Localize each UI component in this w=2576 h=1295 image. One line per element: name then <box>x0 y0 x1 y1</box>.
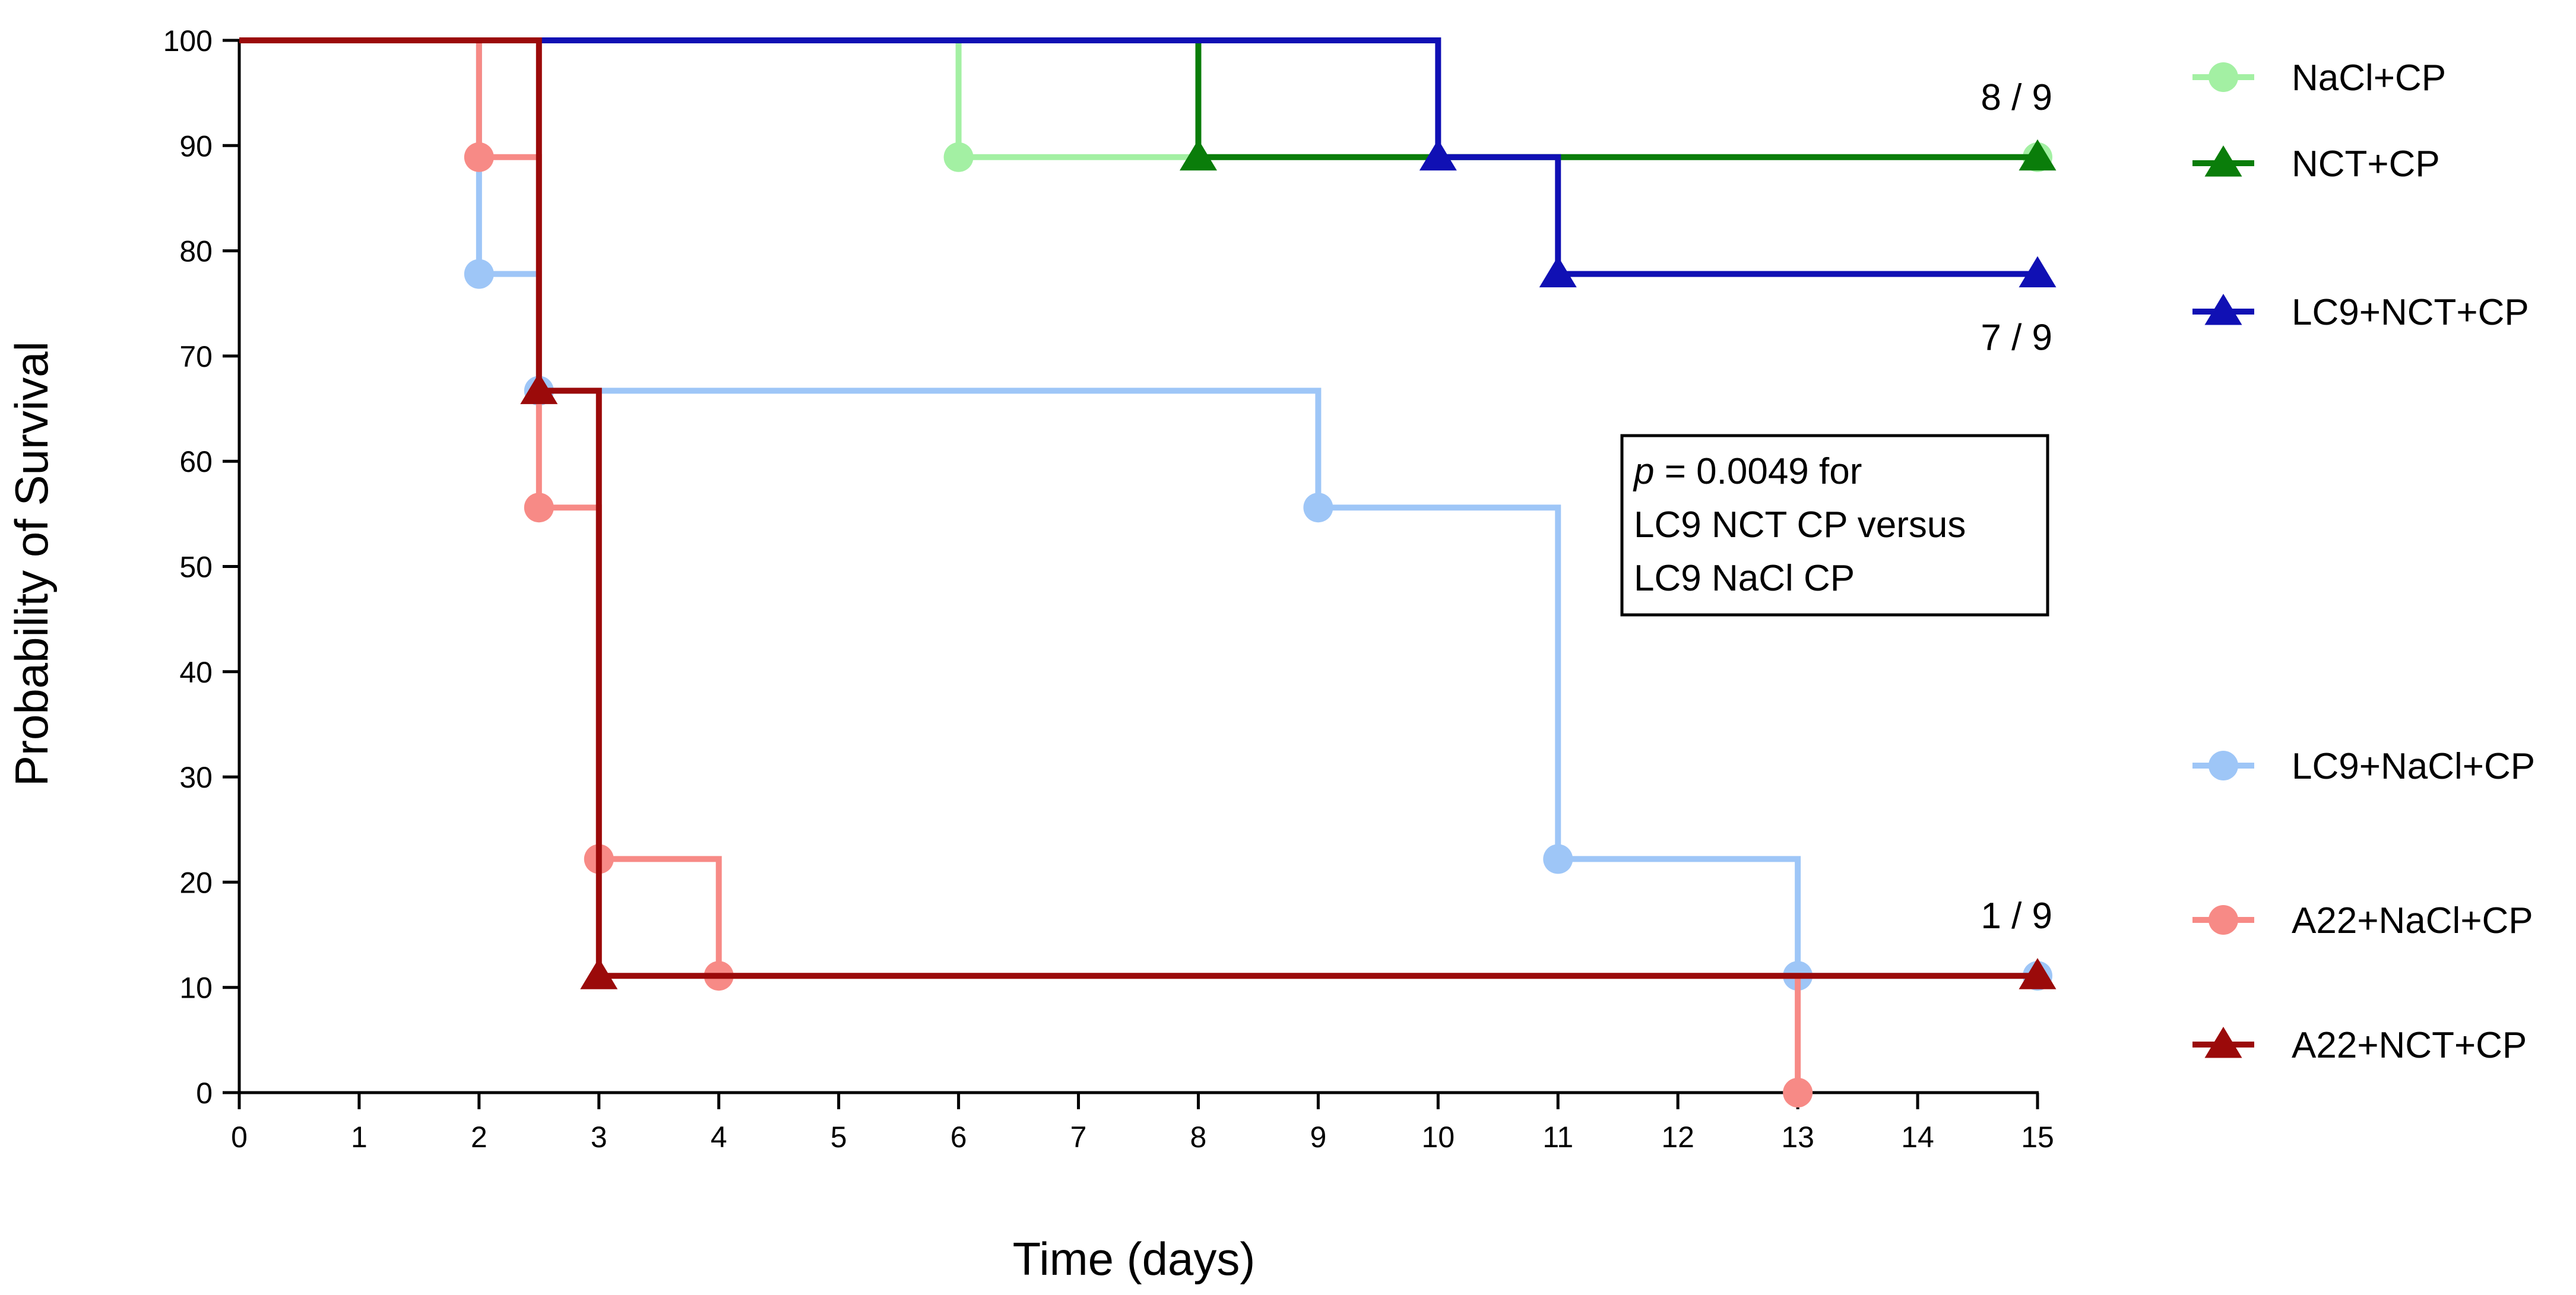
y-tick-label: 50 <box>179 551 213 584</box>
censor-marker <box>464 259 494 289</box>
legend-item-nct-cp: NCT+CP <box>2192 144 2440 185</box>
x-tick-label: 12 <box>1661 1121 1694 1154</box>
p-value-text: = 0.0049 for <box>1654 451 1862 492</box>
y-tick-label: 30 <box>179 761 213 794</box>
survival-step-line <box>239 37 2038 979</box>
y-tick-label: 70 <box>179 340 213 373</box>
legend: NaCl+CP NCT+CP LC9+NCT+CP LC9+NaCl+CP A22+Na… <box>2192 58 2535 1066</box>
y-axis-title: Probability of Survival <box>5 341 58 786</box>
legend-item-a22-nacl-cp: A22+NaCl+CP <box>2192 900 2533 941</box>
censor-marker <box>2019 256 2057 288</box>
legend-label: NaCl+CP <box>2292 58 2446 99</box>
x-tick-label: 5 <box>831 1121 847 1154</box>
series-nacl-cp <box>239 37 2052 172</box>
series-layer <box>239 37 2057 1107</box>
legend-label: NCT+CP <box>2292 144 2440 185</box>
x-tick-label: 11 <box>1542 1121 1573 1154</box>
annotation-line-1: p = 0.0049 for <box>1633 451 1862 492</box>
x-tick-label: 1 <box>351 1121 367 1154</box>
y-tick-label: 20 <box>179 866 213 899</box>
survival-step-line <box>239 37 2038 160</box>
fraction-labels: 8 / 9 7 / 9 1 / 9 <box>1981 77 2052 937</box>
axes: 0 1 2 3 4 5 6 7 8 9 10 11 12 13 14 15010203040506070809… <box>163 24 2054 1154</box>
censor-marker <box>2019 139 2057 171</box>
legend-item-a22-nct-cp: A22+NCT+CP <box>2192 1025 2527 1066</box>
censor-marker <box>580 958 618 989</box>
fraction-label: 1 / 9 <box>1981 896 2052 937</box>
censor-marker <box>524 493 554 523</box>
censor-marker <box>2019 958 2057 989</box>
legend-label: A22+NCT+CP <box>2292 1025 2527 1066</box>
y-tick-label: 10 <box>179 972 213 1005</box>
censor-marker <box>1303 493 1333 523</box>
x-tick-label: 15 <box>2021 1121 2054 1154</box>
x-tick-label: 7 <box>1070 1121 1087 1154</box>
x-tick-label: 3 <box>591 1121 607 1154</box>
fraction-label: 8 / 9 <box>1981 77 2052 118</box>
x-tick-label: 9 <box>1310 1121 1326 1154</box>
series-lc9-nct-cp <box>239 37 2057 288</box>
annotation-line-3: LC9 NaCl CP <box>1634 558 1855 599</box>
y-tick-label: 100 <box>163 24 213 58</box>
series-nct-cp <box>239 37 2057 171</box>
annotation-box <box>1620 434 2049 617</box>
x-tick-label: 2 <box>471 1121 487 1154</box>
legend-item-nacl-cp: NaCl+CP <box>2192 58 2446 99</box>
legend-swatch-marker <box>2204 294 2242 325</box>
fraction-label: 7 / 9 <box>1981 318 2052 358</box>
legend-item-lc9-nacl-cp: LC9+NaCl+CP <box>2192 746 2535 787</box>
y-tick-label: 80 <box>179 235 213 268</box>
survival-step-line <box>239 37 2038 160</box>
p-symbol: p <box>1633 451 1654 492</box>
censor-marker <box>1539 256 1577 288</box>
x-tick-label: 13 <box>1781 1121 1814 1154</box>
x-tick-label: 4 <box>711 1121 727 1154</box>
legend-label: LC9+NCT+CP <box>2292 292 2529 333</box>
y-tick-label: 40 <box>179 656 213 689</box>
legend-label: A22+NaCl+CP <box>2292 900 2533 941</box>
censor-marker <box>1419 139 1457 171</box>
legend-label: LC9+NaCl+CP <box>2292 746 2535 787</box>
legend-swatch-marker <box>2204 1027 2242 1058</box>
annotation-line-2: LC9 NCT CP versus <box>1634 504 1966 545</box>
x-tick-label: 10 <box>1422 1121 1455 1154</box>
x-tick-label: 6 <box>950 1121 967 1154</box>
series-a22-nacl-cp <box>239 37 1813 1107</box>
x-tick-label: 8 <box>1190 1121 1207 1154</box>
series-a22-nct-cp <box>239 37 2057 989</box>
survival-step-line <box>239 37 1801 1093</box>
legend-swatch-marker <box>2204 145 2242 177</box>
y-tick-label: 60 <box>179 445 213 478</box>
censor-marker <box>1543 844 1573 874</box>
censor-marker <box>1179 139 1217 171</box>
survival-step-line <box>239 37 2038 277</box>
legend-swatch-marker <box>2209 62 2238 92</box>
x-tick-label: 0 <box>231 1121 248 1154</box>
censor-marker <box>464 142 494 172</box>
y-tick-label: 90 <box>179 129 213 163</box>
survival-step-line <box>239 37 2038 979</box>
legend-swatch-marker <box>2209 905 2238 935</box>
x-axis-title: Time (days) <box>1013 1233 1256 1285</box>
censor-marker <box>943 142 974 172</box>
x-tick-label: 14 <box>1901 1121 1934 1154</box>
censor-marker <box>520 373 558 404</box>
censor-marker <box>1783 1078 1813 1107</box>
y-tick-label: 0 <box>196 1077 213 1110</box>
p-value-annotation: p = 0.0049 for LC9 NCT CP versus LC9 NaC… <box>1620 434 2049 617</box>
legend-item-lc9-nct-cp: LC9+NCT+CP <box>2192 292 2529 333</box>
legend-swatch-marker <box>2209 751 2238 780</box>
